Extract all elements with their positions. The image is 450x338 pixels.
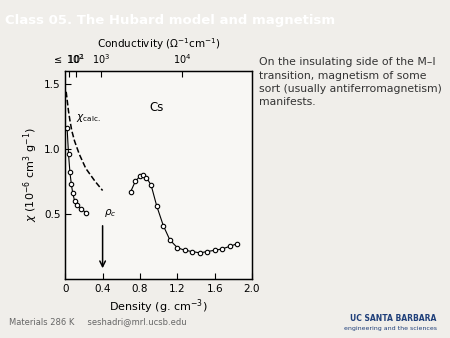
Text: $\chi_{\rm calc.}$: $\chi_{\rm calc.}$ (76, 112, 100, 124)
Text: Materials 286 K     seshadri@mrl.ucsb.edu: Materials 286 K seshadri@mrl.ucsb.edu (9, 317, 187, 326)
Text: engineering and the sciences: engineering and the sciences (343, 327, 436, 331)
X-axis label: Density (g. cm$^{-3}$): Density (g. cm$^{-3}$) (109, 298, 208, 316)
Text: UC SANTA BARBARA: UC SANTA BARBARA (350, 314, 436, 323)
Text: On the insulating side of the M–I
transition, magnetism of some
sort (usually an: On the insulating side of the M–I transi… (259, 57, 441, 107)
Y-axis label: $\chi$ (10$^{-6}$ cm$^3$ g$^{-1}$): $\chi$ (10$^{-6}$ cm$^3$ g$^{-1}$) (21, 127, 40, 222)
Text: Cs: Cs (149, 101, 164, 114)
Text: $\rho_c$: $\rho_c$ (104, 207, 117, 219)
Text: Class 05. The Hubard model and magnetism: Class 05. The Hubard model and magnetism (5, 14, 336, 27)
X-axis label: Conductivity ($\Omega^{-1}$cm$^{-1}$): Conductivity ($\Omega^{-1}$cm$^{-1}$) (97, 37, 220, 52)
